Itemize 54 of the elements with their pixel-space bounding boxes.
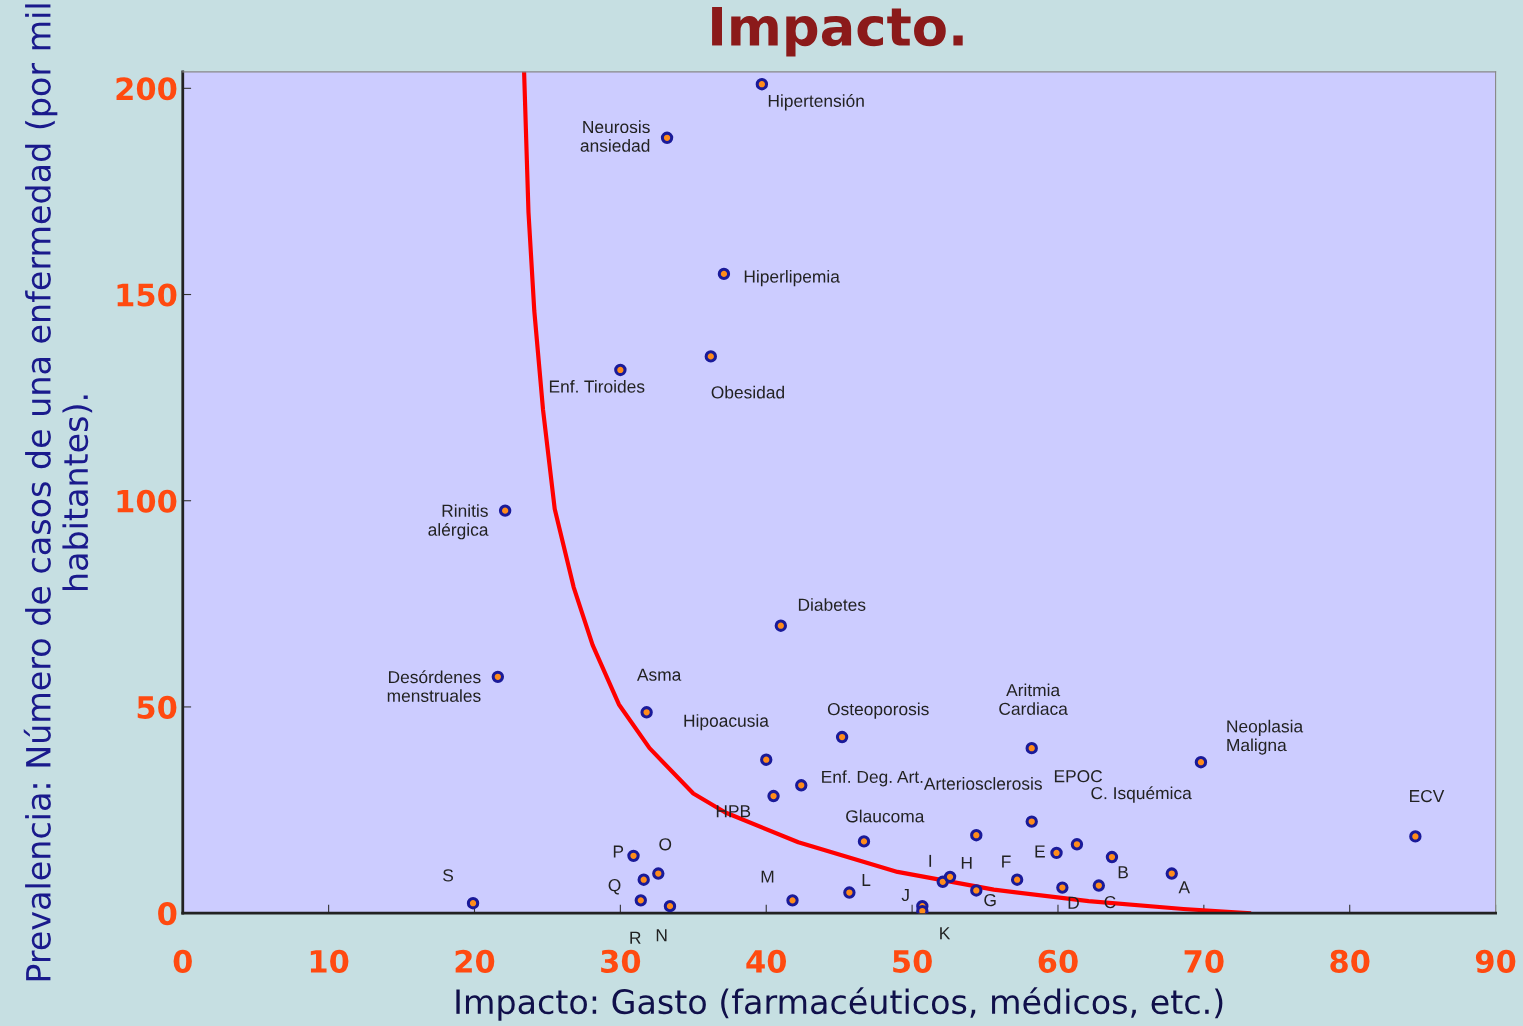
annotation: Aritmia Cardiaca bbox=[999, 683, 1068, 715]
annotation: N bbox=[656, 929, 667, 942]
annotation: Hipoacusia bbox=[684, 714, 769, 731]
annotation: Enf. Deg. Art. bbox=[822, 770, 923, 787]
annotation: C. Isquémica bbox=[1091, 786, 1192, 803]
annotation: Hipertensión bbox=[768, 94, 864, 111]
annotation: R bbox=[630, 931, 641, 944]
x-tick-label: 40 bbox=[746, 949, 787, 973]
annotation: Desórdenes menstruales bbox=[387, 670, 481, 702]
annotation: P bbox=[613, 845, 624, 858]
annotation: Arteriosclerosis bbox=[923, 777, 1042, 790]
annotation: Neoplasia Maligna bbox=[1227, 719, 1304, 755]
x-tick-label: 90 bbox=[1475, 949, 1516, 973]
annotation: F bbox=[1002, 855, 1011, 868]
annotation: M bbox=[761, 870, 774, 883]
x-tick-label: 10 bbox=[310, 949, 349, 973]
annotation: O bbox=[659, 838, 672, 851]
annotation: Asma bbox=[636, 668, 682, 681]
x-tick-label: 70 bbox=[1184, 949, 1224, 973]
y-tick-label: 100 bbox=[117, 489, 177, 513]
annotation: S bbox=[443, 869, 454, 882]
annotation: L bbox=[862, 873, 871, 886]
annotation: Rinitis alérgica bbox=[428, 504, 489, 540]
x-tick-label: 20 bbox=[455, 949, 495, 973]
annotation: J bbox=[901, 888, 909, 902]
annotation: B bbox=[1118, 866, 1128, 879]
annotation: EPOC bbox=[1054, 770, 1103, 783]
x-tick-label: 0 bbox=[173, 949, 192, 973]
annotation: Enf. Tiroides bbox=[549, 379, 645, 393]
y-axis-title: Prevalencia: Número de casos de una enfermedad (por mil habitantes). bbox=[23, 4, 93, 981]
annotation: Osteoporosis bbox=[827, 702, 929, 719]
annotation: A bbox=[1178, 881, 1191, 894]
y-tick-label: 200 bbox=[116, 77, 177, 101]
x-axis-title: Impacto: Gasto (farmacéuticos, médicos, etc.) bbox=[456, 987, 1223, 1021]
annotation: Neurosis ansiedad bbox=[580, 120, 650, 152]
x-tick-label: 80 bbox=[1330, 949, 1370, 973]
annotation: E bbox=[1035, 845, 1045, 858]
y-tick-label: 0 bbox=[158, 902, 177, 926]
chart-title: Impacto. bbox=[712, 6, 963, 57]
annotation: Obesidad bbox=[711, 385, 785, 399]
x-tick-label: 50 bbox=[893, 949, 932, 973]
x-tick-label: 30 bbox=[601, 949, 641, 973]
annotation: Q bbox=[608, 879, 621, 895]
y-tick-label: 150 bbox=[117, 283, 177, 307]
y-tick-label: 50 bbox=[137, 695, 177, 719]
annotation: Diabetes bbox=[798, 598, 866, 611]
annotation: H bbox=[961, 856, 972, 869]
annotation: Glaucoma bbox=[846, 809, 925, 823]
annotation: Hiperlipemia bbox=[744, 269, 840, 287]
annotation: G bbox=[984, 893, 996, 907]
annotation: I bbox=[929, 854, 932, 867]
annotation: ECV bbox=[1410, 789, 1445, 803]
annotation: K bbox=[940, 927, 951, 940]
x-tick-label: 60 bbox=[1038, 949, 1078, 973]
